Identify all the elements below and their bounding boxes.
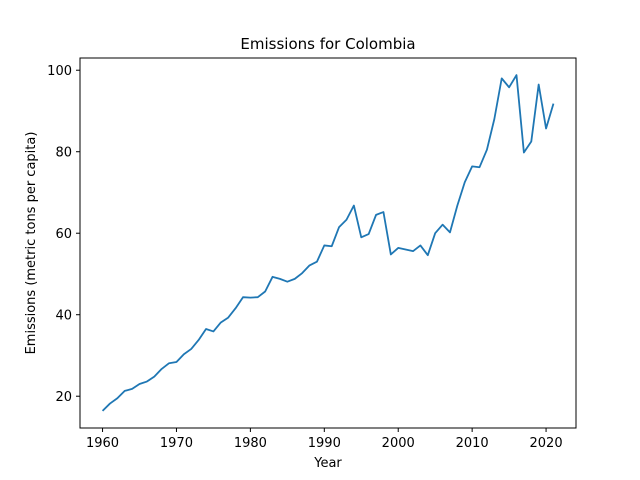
x-tick-label: 2000 xyxy=(382,436,415,451)
x-tick-label: 2010 xyxy=(456,436,489,451)
x-tick-label: 1990 xyxy=(308,436,341,451)
chart-title: Emissions for Colombia xyxy=(240,35,415,53)
y-tick-label: 20 xyxy=(55,390,72,405)
y-tick-label: 80 xyxy=(55,146,72,161)
y-tick-label: 40 xyxy=(55,309,72,324)
x-tick-label: 1980 xyxy=(234,436,267,451)
y-tick-label: 60 xyxy=(55,227,72,242)
y-axis-title: Emissions (metric tons per capita) xyxy=(24,132,39,355)
x-tick-label: 1970 xyxy=(160,436,193,451)
y-tick-label: 100 xyxy=(47,64,72,79)
x-tick-label: 1960 xyxy=(86,436,119,451)
x-axis-title: Year xyxy=(313,456,342,471)
plot-frame xyxy=(79,57,577,429)
x-tick-label: 2020 xyxy=(530,436,563,451)
series-line-0 xyxy=(101,74,555,412)
